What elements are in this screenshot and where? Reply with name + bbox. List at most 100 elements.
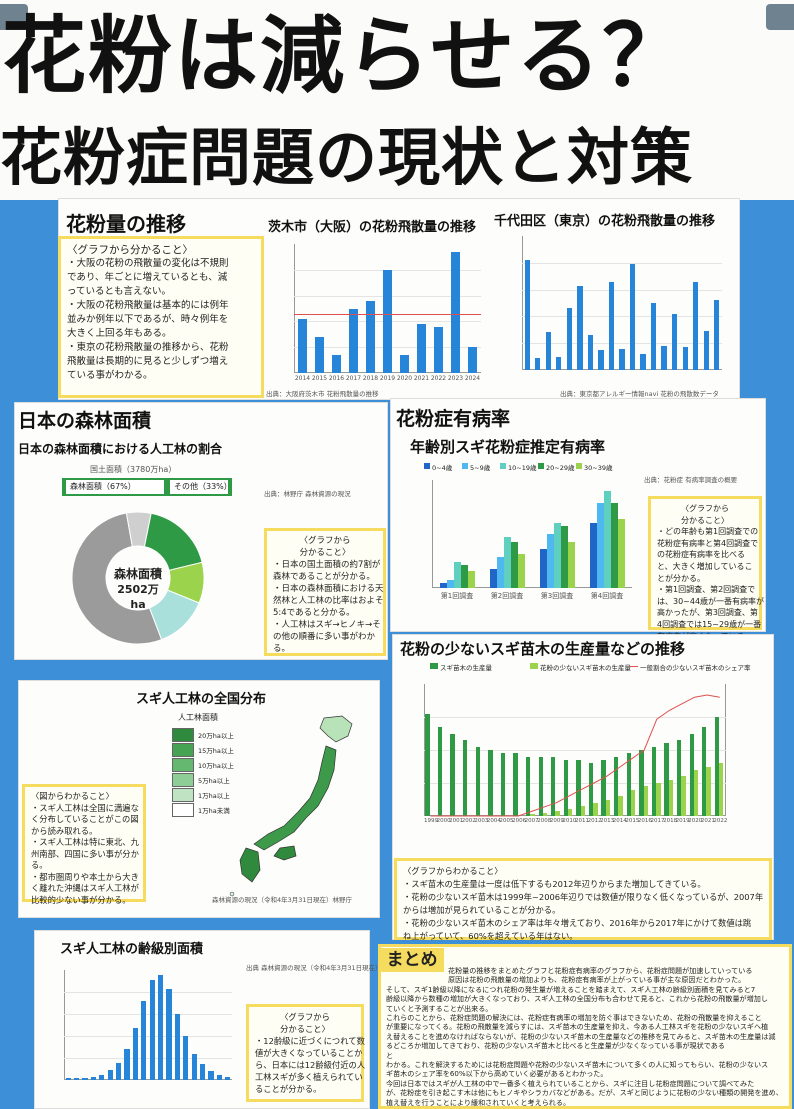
legend-item: 30~39歳 — [576, 462, 613, 472]
bar — [538, 756, 543, 816]
donut-slice-natural — [71, 512, 163, 645]
bar — [614, 756, 619, 816]
seedlings-legend: スギ苗木の生産量 花粉の少ないスギ苗木の生産量 一般割合の少ないスギ苗木のシェア率 — [430, 662, 760, 672]
note-line: ら、日本には12齢級付近の人 — [255, 1060, 366, 1070]
share-rate-line — [430, 694, 720, 817]
legend-swatch — [500, 463, 506, 469]
bar — [450, 251, 461, 373]
gridline — [64, 1036, 232, 1037]
forest-donut-chart — [71, 511, 205, 645]
bar — [672, 313, 678, 370]
x-tick-label: 2000 — [436, 818, 451, 824]
legend-label: 1万ha未満 — [198, 807, 230, 815]
bar — [158, 975, 164, 1080]
note-line: ている事がわかる。 — [67, 370, 153, 381]
note-line: ・花粉の少ないスギ苗木のシェア率は年々増えており、2016年から2017年にかけ… — [403, 918, 752, 928]
bar — [693, 769, 699, 816]
bar — [348, 308, 359, 373]
bar — [668, 779, 674, 816]
note-line: ・どの年齢も第1回調査での — [657, 527, 759, 537]
legend-swatch — [430, 663, 438, 669]
bar — [433, 326, 444, 373]
summary-heading: まとめ — [380, 948, 444, 972]
note-line: ・スギ人工林は全国に満遍な — [31, 802, 139, 813]
summary-line: ギ苗木のシェア率を60%以下から高めていく必要があるとわかった。 — [386, 1069, 608, 1079]
x-tick-label: 2020 — [688, 818, 703, 824]
bar — [141, 1001, 147, 1080]
pollen-notes-box: 〈グラフから分かること〉 ・大阪の花粉の飛散量の変化は不規則 であり、年ごとに増… — [58, 236, 264, 398]
summary-line: ていくと予測することが出来る。 — [386, 1003, 493, 1013]
chart-axis — [64, 970, 232, 1080]
x-tick-label: 1999 — [424, 818, 438, 824]
bar — [149, 980, 155, 1080]
note-line: の他の順番に多い事がわか — [273, 632, 376, 642]
bar — [208, 1071, 214, 1080]
bar — [116, 1062, 122, 1080]
note-heading-line: 分かること〉 — [280, 1024, 330, 1034]
bar — [166, 989, 172, 1080]
reference-line — [294, 313, 481, 315]
bar — [608, 281, 615, 370]
summary-line: わかる。これを解決するためには花粉症問題や花粉の少ないスギ苗木について多くの人に… — [386, 1060, 769, 1070]
note-line: る。 — [273, 644, 291, 654]
note-line: く離れた沖縄はスギ人工林が — [31, 883, 139, 893]
legend-item: スギ苗木の生産量 — [430, 662, 492, 672]
note-line: ・花粉の少ないスギ苗木は1999年~2006年辺りでは数値が限りなく低くなってい… — [403, 892, 764, 902]
bar — [530, 814, 535, 816]
note-line: は、30~44歳が一番有病率が — [657, 596, 765, 606]
bar — [475, 746, 480, 816]
japan-map — [229, 715, 353, 897]
note-line: ・都市圏周りや本土から大き — [31, 871, 139, 882]
x-tick-label: 2006 — [512, 818, 527, 824]
bar — [467, 347, 478, 373]
bar — [676, 740, 682, 816]
gridline — [64, 1014, 232, 1015]
bar — [174, 1013, 180, 1080]
bar — [517, 554, 525, 588]
chart-axis — [432, 480, 632, 588]
x-tick-label: 2018 — [663, 818, 678, 824]
bar — [576, 759, 581, 816]
bar — [689, 733, 694, 816]
bar — [626, 753, 631, 816]
note-line: ・スギ苗木の生産量は一度は低下するも2012年辺りからまた増加してきている。 — [403, 879, 706, 889]
bar — [425, 713, 430, 816]
x-tick-label: 2022 — [713, 818, 728, 824]
x-tick-label: 2014 — [612, 818, 627, 824]
bar — [331, 354, 342, 373]
bar — [450, 733, 455, 816]
bar — [593, 802, 598, 816]
prevalence-source: 出典：花粉症 有病率調査の概要 — [644, 476, 738, 484]
bar — [577, 285, 583, 370]
note-line: から読み取れる。 — [31, 825, 98, 836]
bar — [382, 269, 393, 373]
bar — [588, 763, 594, 816]
binder-clip-left — [0, 4, 28, 30]
bar — [513, 753, 518, 816]
national-land-label: 国土面積（3780万ha） — [90, 465, 177, 474]
share-rate-line-layer — [430, 694, 720, 817]
x-tick-label: 2022 — [430, 375, 447, 382]
donut-slice-cedar — [143, 512, 203, 572]
bar — [488, 750, 493, 816]
gridline — [64, 1058, 232, 1059]
bar — [556, 356, 562, 370]
bar — [545, 332, 551, 370]
prevalence-legend: 0~4歳 5~9歳 10~19歳 20~29歳 30~39歳 — [424, 462, 624, 472]
bar — [703, 331, 709, 370]
legend-swatch — [538, 463, 544, 469]
bar — [651, 746, 657, 816]
note-line: からは増加が見られていることが分かる。 — [403, 905, 561, 915]
bar — [525, 756, 531, 816]
note-line: 大きく上回る年もある。 — [67, 328, 172, 339]
bar — [463, 740, 468, 816]
note-line: ・12齢級に近づくにつれて数 — [255, 1036, 365, 1046]
bar — [567, 541, 575, 588]
kyushu-shape — [239, 847, 261, 883]
note-line: 5:4であると分かる。 — [273, 608, 355, 618]
bar — [446, 580, 454, 588]
prevalence-chart: 第1回調査 第2回調査 第3回調査 第4回調査 — [418, 476, 636, 610]
bar — [546, 534, 554, 588]
bar — [580, 806, 586, 816]
x-tick-label: 第4回調査 — [590, 592, 624, 600]
